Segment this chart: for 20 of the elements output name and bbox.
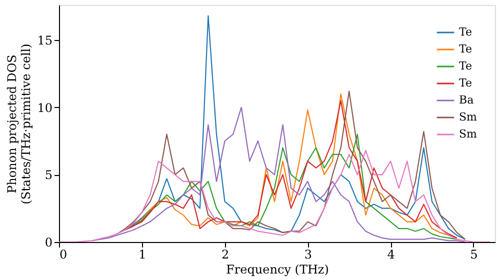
y-tick-label: 10 [37, 100, 52, 115]
legend-label: Te [459, 42, 472, 56]
y-tick-label: 5 [44, 168, 52, 182]
x-tick-label: 4 [387, 248, 396, 262]
x-tick-label: 2 [221, 248, 230, 262]
x-tick-label: 3 [304, 248, 312, 262]
x-axis-title: Frequency (THz) [226, 262, 329, 276]
legend-label: Te [459, 26, 472, 38]
legend-label: Ba [459, 94, 474, 106]
x-tick-label: 1 [138, 248, 146, 262]
legend-label: Te [459, 60, 472, 72]
x-tick-label: 0 [60, 248, 68, 262]
y-tick-label: 15 [37, 34, 52, 48]
legend-label: Sm [459, 128, 478, 140]
y-tick-label: 0 [44, 236, 52, 250]
legend-label: Sm [459, 110, 478, 124]
legend-label: Te [459, 76, 472, 90]
y-axis-title: Phonon projected DOS (States/THz·primitive cell) [5, 44, 34, 204]
x-tick-label: 5 [470, 248, 478, 262]
line-series [59, 150, 491, 242]
